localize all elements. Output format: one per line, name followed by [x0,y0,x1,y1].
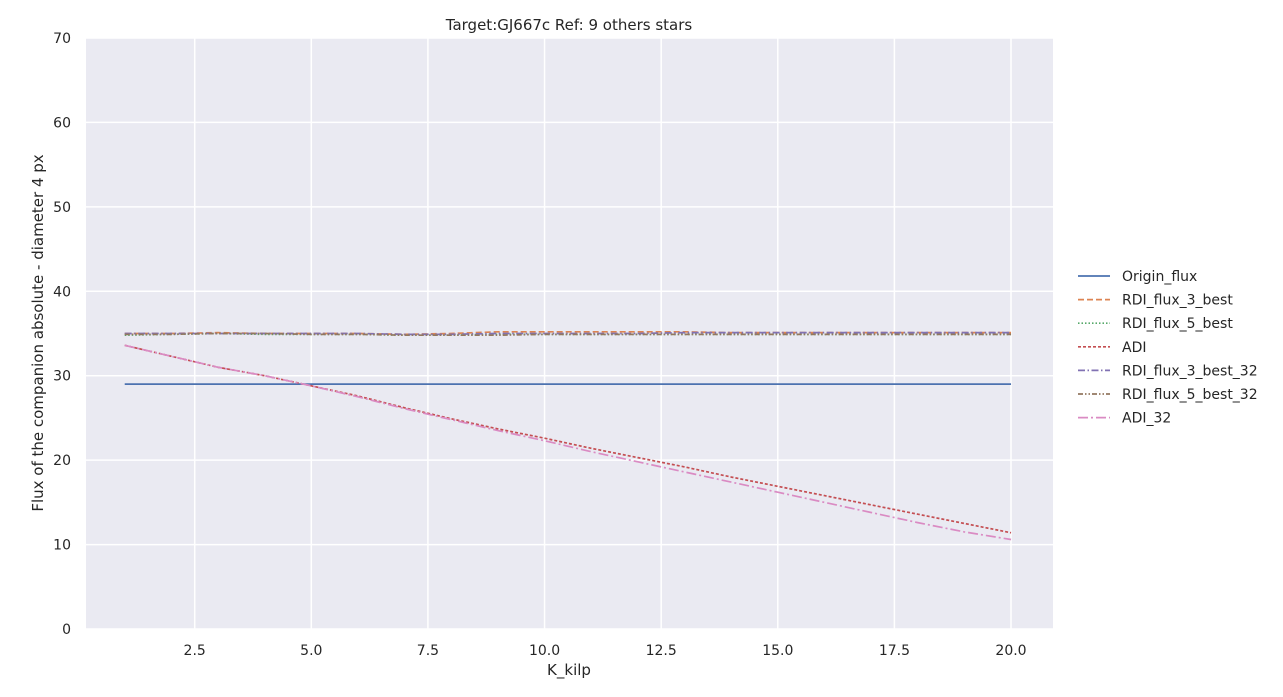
legend-label: RDI_flux_3_best [1122,293,1233,309]
y-tick-label: 60 [53,115,71,131]
x-tick-label: 17.5 [879,643,910,659]
y-axis-ticks: 0 10 20 30 40 50 60 70 [53,31,71,638]
legend-label: RDI_flux_3_best_32 [1122,363,1258,379]
legend-label: ADI [1122,340,1147,356]
y-tick-label: 70 [53,31,71,47]
grid-lines [86,37,1053,630]
y-tick-label: 30 [53,369,71,385]
x-axis-ticks: 2.5 5.0 7.5 10.0 12.5 15.0 17.5 20.0 [184,643,1027,659]
y-tick-label: 0 [62,622,71,638]
legend-label: ADI_32 [1122,411,1171,427]
legend-label: RDI_flux_5_best_32 [1122,387,1258,403]
x-tick-label: 12.5 [646,643,677,659]
y-tick-label: 10 [53,538,71,554]
y-tick-label: 40 [53,284,71,300]
y-axis-label: Flux of the companion absolute - diamete… [29,154,47,511]
chart-title: Target:GJ667c Ref: 9 others stars [445,16,693,34]
y-tick-label: 20 [53,453,71,469]
x-tick-label: 7.5 [417,643,439,659]
x-axis-label: K_kilp [547,661,591,680]
x-tick-label: 10.0 [529,643,560,659]
x-tick-label: 2.5 [184,643,206,659]
x-tick-label: 15.0 [762,643,793,659]
series-line-rdi-flux-5-best-32 [124,332,1012,337]
x-tick-label: 20.0 [995,643,1026,659]
legend-label: RDI_flux_5_best [1122,316,1233,332]
series-line-rdi-flux-3-best-32 [124,331,1012,336]
series-line-adi-32 [124,344,1012,541]
series-layer [124,330,1012,541]
x-tick-label: 5.0 [300,643,322,659]
y-tick-label: 50 [53,200,71,216]
legend-label: Origin_flux [1122,269,1197,285]
legend: Origin_flux RDI_flux_3_best RDI_flux_5_bes… [1078,269,1258,427]
